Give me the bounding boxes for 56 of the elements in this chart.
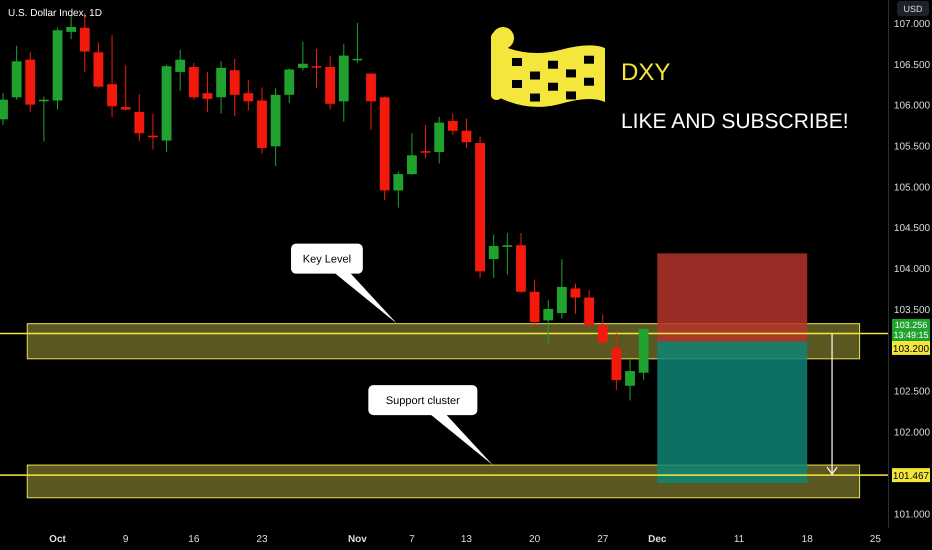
x-tick-label: 23 [256, 534, 268, 545]
candlestick [120, 64, 131, 111]
y-tick-label: 103.500 [894, 304, 931, 316]
x-tick-label: 9 [122, 534, 129, 545]
candlestick [393, 171, 404, 208]
x-tick-label: 7 [409, 534, 416, 545]
y-tick-label: 101.000 [894, 509, 931, 520]
text: 13:49:15 [893, 330, 929, 340]
candlestick [148, 113, 158, 150]
x-tick-label: Oct [49, 534, 67, 545]
x-tick-label: 20 [529, 534, 541, 545]
x-tick-label: 25 [870, 534, 882, 545]
candlestick [448, 113, 458, 136]
y-tick-label: 106.000 [894, 100, 931, 112]
y-tick-label: 104.000 [894, 264, 931, 276]
candlestick [543, 299, 554, 344]
x-tick-label: 11 [734, 534, 745, 545]
text: DXY [621, 59, 670, 86]
candlestick [462, 118, 472, 148]
annotation: LIKE AND SUBSCRIBE! [621, 110, 849, 133]
candlestick [107, 34, 117, 118]
y-tick-label: 107.000 [894, 18, 931, 30]
candlestick [202, 71, 212, 112]
x-tick-label: 18 [802, 534, 814, 545]
candlestick [38, 96, 49, 142]
ref-line-label: 103.200 [892, 344, 930, 355]
candlestick [352, 22, 362, 64]
candlestick [625, 359, 635, 401]
candlestick [312, 48, 322, 89]
candlestick [502, 232, 512, 276]
x-tick-label: Nov [348, 534, 368, 545]
x-tick-label: 16 [188, 534, 200, 545]
text: 103.256 [894, 320, 928, 330]
candlestick [298, 41, 308, 71]
text: USD [903, 4, 923, 14]
candlestick [488, 234, 499, 278]
y-tick-label: 106.500 [894, 60, 931, 71]
y-tick-label: 105.500 [894, 141, 931, 152]
ref-line-label: 101.467 [892, 471, 930, 482]
x-tick-label: 27 [597, 534, 609, 545]
candlestick [175, 49, 186, 92]
annotation: Support cluster [386, 395, 460, 408]
y-tick-label: 102.500 [894, 386, 931, 398]
candlestick [243, 80, 254, 111]
y-tick-label: 102.000 [894, 428, 931, 439]
candlestick [570, 283, 580, 314]
y-tick-label: 104.500 [894, 223, 931, 234]
text: U.S. Dollar Index, 1D [8, 8, 102, 19]
candlestick [407, 132, 417, 176]
candlestick [420, 124, 430, 160]
x-tick-label: 13 [460, 534, 472, 545]
y-tick-label: 105.000 [894, 182, 931, 194]
annotation: Key Level [302, 254, 352, 266]
candlestick [134, 93, 144, 142]
candlestick [598, 314, 608, 344]
x-tick-label: Dec [648, 534, 667, 545]
